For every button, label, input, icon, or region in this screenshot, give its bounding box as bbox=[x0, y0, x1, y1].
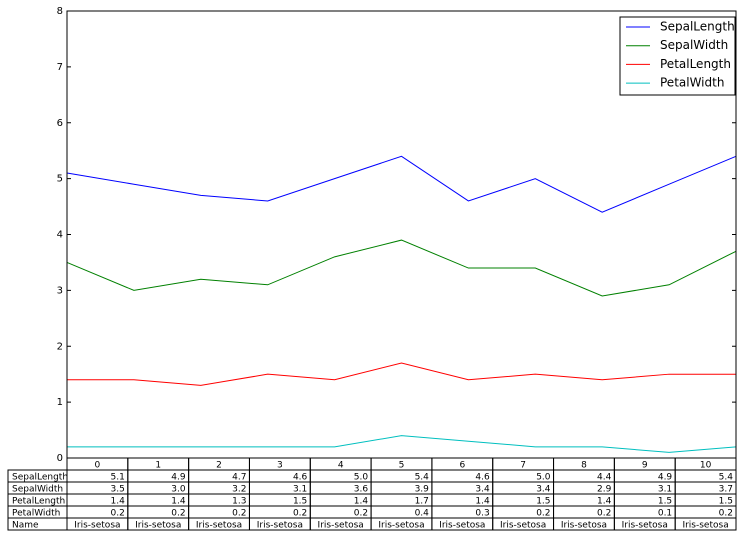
table-value: Iris-setosa bbox=[74, 521, 120, 531]
table-value: 0.2 bbox=[536, 509, 550, 519]
table-value: Iris-setosa bbox=[257, 521, 303, 531]
table-value: 5.0 bbox=[354, 473, 369, 483]
legend-label: SepalWidth bbox=[660, 38, 728, 52]
y-tick-label: 8 bbox=[57, 6, 63, 17]
table-value: 4.6 bbox=[475, 473, 490, 483]
line bbox=[67, 435, 737, 453]
y-tick-label: 6 bbox=[57, 118, 63, 129]
table-value: 3.5 bbox=[110, 485, 124, 495]
table-value: 3.0 bbox=[171, 485, 186, 495]
table-value: 2.9 bbox=[597, 485, 612, 495]
line bbox=[67, 362, 736, 386]
legend-label: PetalWidth bbox=[660, 76, 724, 90]
table-value: 5.4 bbox=[719, 473, 734, 483]
table-value: 1.3 bbox=[232, 497, 246, 507]
data-table: 0 1 2 3 4 5 6 7 8 9 10 SepalLength 5.1 4.9 4.7 4.6 5.0 5.… bbox=[7, 457, 737, 531]
table-value: 1.4 bbox=[171, 497, 186, 507]
legend-box bbox=[619, 16, 736, 96]
table-value: 0.2 bbox=[232, 509, 246, 519]
table-value: 4.9 bbox=[171, 473, 186, 483]
y-tick-label: 1 bbox=[57, 397, 63, 408]
table-value: 1.4 bbox=[354, 497, 369, 507]
table-value: 4.7 bbox=[232, 473, 246, 483]
y-tick-label: 0 bbox=[57, 453, 63, 464]
table-header: 2 bbox=[216, 461, 222, 471]
table-value: 1.4 bbox=[597, 497, 612, 507]
table-value: 4.4 bbox=[597, 473, 612, 483]
y-tick-label: 7 bbox=[57, 62, 63, 73]
table-value: 0.2 bbox=[597, 509, 611, 519]
y-tick-label: 2 bbox=[57, 341, 63, 352]
table-value: 1.5 bbox=[719, 497, 733, 507]
table-value: 1.5 bbox=[536, 497, 550, 507]
line bbox=[66, 155, 737, 213]
table-value: Iris-setosa bbox=[439, 521, 485, 531]
row-label: SepalLength bbox=[12, 473, 68, 483]
table-value: 3.4 bbox=[475, 485, 490, 495]
table-value: Iris-setosa bbox=[561, 521, 607, 531]
table-value: 4.6 bbox=[293, 473, 308, 483]
table-value: 0.4 bbox=[415, 509, 430, 519]
table-value: 3.2 bbox=[232, 485, 246, 495]
line bbox=[66, 239, 737, 297]
legend: SepalLength SepalWidth PetalLength PetalWid… bbox=[619, 16, 736, 96]
table-value: 5.4 bbox=[415, 473, 430, 483]
table-header: 10 bbox=[700, 461, 712, 471]
table-value: 3.4 bbox=[536, 485, 551, 495]
y-tick-label: 4 bbox=[57, 230, 63, 241]
table-value: 1.5 bbox=[293, 497, 307, 507]
table-value: Iris-setosa bbox=[318, 521, 364, 531]
table-value: 0.1 bbox=[658, 509, 672, 519]
table-value: Iris-setosa bbox=[196, 521, 242, 531]
y-tick-label: 5 bbox=[57, 174, 63, 185]
table-value: 0.2 bbox=[293, 509, 307, 519]
legend-label: PetalLength bbox=[660, 57, 731, 71]
table-value: 1.5 bbox=[658, 497, 672, 507]
table-value: 3.1 bbox=[658, 485, 672, 495]
table-header: 6 bbox=[459, 461, 465, 471]
table-value: 1.7 bbox=[415, 497, 429, 507]
table-header: 5 bbox=[399, 461, 405, 471]
table-value: Iris-setosa bbox=[500, 521, 546, 531]
table-value: 3.7 bbox=[719, 485, 733, 495]
table-value: 3.1 bbox=[293, 485, 307, 495]
table-cell bbox=[674, 517, 737, 531]
table-header: 0 bbox=[95, 461, 101, 471]
row-label: PetalWidth bbox=[12, 509, 60, 519]
table-value: 0.3 bbox=[475, 509, 489, 519]
table-value: 3.6 bbox=[354, 485, 369, 495]
table-value: 1.4 bbox=[110, 497, 125, 507]
y-tick-label: 3 bbox=[57, 285, 63, 296]
table-header: 8 bbox=[581, 461, 587, 471]
row-label: PetalLength bbox=[12, 497, 65, 507]
table-value: Iris-setosa bbox=[135, 521, 181, 531]
table-value: 5.0 bbox=[536, 473, 551, 483]
table-value: 0.2 bbox=[171, 509, 185, 519]
table-value: 1.4 bbox=[475, 497, 490, 507]
table-value: 3.9 bbox=[415, 485, 430, 495]
table-header: 7 bbox=[520, 461, 526, 471]
table-value: Iris-setosa bbox=[622, 521, 668, 531]
table-header: 4 bbox=[338, 461, 344, 471]
table-header: 9 bbox=[642, 461, 648, 471]
table-value: 5.1 bbox=[110, 473, 124, 483]
row-label: SepalWidth bbox=[12, 485, 63, 495]
table-value: Iris-setosa bbox=[682, 521, 728, 531]
table-value: Iris-setosa bbox=[378, 521, 424, 531]
table-value: 0.2 bbox=[719, 509, 733, 519]
table-header: 1 bbox=[155, 461, 161, 471]
table-header: 3 bbox=[277, 461, 283, 471]
table-value: 0.2 bbox=[110, 509, 124, 519]
legend-label: SepalLength bbox=[660, 20, 735, 34]
table-value: 4.9 bbox=[658, 473, 673, 483]
table-value: 0.2 bbox=[354, 509, 368, 519]
row-label: Name bbox=[12, 521, 39, 531]
